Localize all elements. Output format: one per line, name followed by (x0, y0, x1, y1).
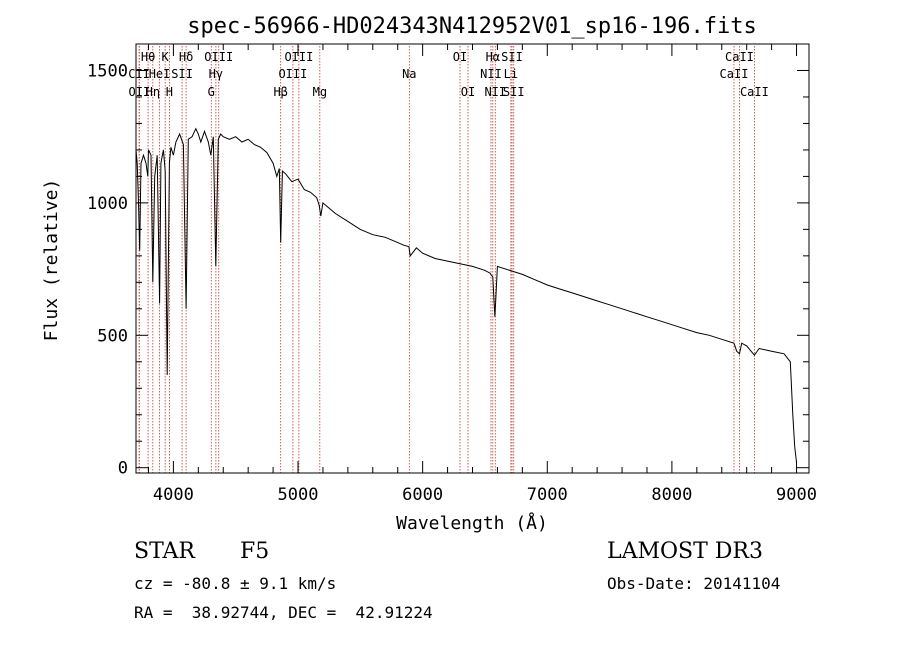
spectrum-line (135, 127, 797, 463)
line-label-na: Na (402, 67, 416, 81)
x-tick-label: 9000 (776, 485, 817, 505)
y-tick-label: 1500 (87, 61, 128, 81)
object-class: STAR (134, 539, 195, 564)
line-label-h: H (166, 85, 173, 99)
coordinates: RA = 38.92744, DEC = 42.91224 (134, 603, 433, 622)
emission-line-labels: OII Hθ Hη CII K HeI H SII Hδ OIII Hγ G Hβ OIII OIII Mg N… (128, 50, 769, 99)
line-label-nii: NII (484, 85, 506, 99)
line-label-hδ: Hδ (179, 50, 193, 64)
line-label-hη: Hη (146, 85, 160, 99)
survey-name: LAMOST DR3 (607, 539, 763, 564)
y-axis-label: Flux (relative) (41, 179, 62, 342)
x-axis-label: Wavelength (Å) (396, 512, 548, 534)
y-tick-label: 500 (97, 326, 128, 346)
line-label-oiii: OIII (204, 50, 233, 64)
x-tick-label: 4000 (153, 485, 194, 505)
line-label-oi: OI (453, 50, 467, 64)
x-tick-label: 8000 (651, 485, 692, 505)
line-label-g: G (208, 85, 215, 99)
redshift-readout: cz = -80.8 ± 9.1 km/s (134, 574, 337, 593)
line-label-hβ: Hβ (273, 85, 287, 99)
line-label-caii: CaII (725, 50, 754, 64)
obs-date: Obs-Date: 20141104 (607, 574, 781, 593)
emission-line-markers (138, 46, 755, 473)
line-label-sii: SII (503, 85, 525, 99)
line-label-hθ: Hθ (141, 50, 155, 64)
line-label-k: K (162, 50, 170, 64)
line-label-hei: HeI (149, 67, 171, 81)
plot-frame (135, 43, 810, 474)
x-tick-label: 5000 (278, 485, 319, 505)
line-label-hγ: Hγ (209, 67, 223, 81)
line-label-mg: Mg (313, 85, 327, 99)
x-tick-label: 7000 (527, 485, 568, 505)
line-label-caii: CaII (720, 67, 749, 81)
x-tick-label: 6000 (402, 485, 443, 505)
line-label-oii: OII (129, 85, 151, 99)
y-tick-label: 1000 (87, 194, 128, 214)
line-label-li: Li (504, 67, 518, 81)
line-label-oiii: OIII (278, 67, 307, 81)
line-label-cii: CII (128, 67, 150, 81)
chart-title: spec-56966-HD024343N412952V01_sp16-196.f… (187, 14, 757, 39)
line-label-oiii: OIII (284, 50, 313, 64)
line-label-caii: CaII (740, 85, 769, 99)
line-label-sii: SII (501, 50, 523, 64)
line-label-sii: SII (171, 67, 193, 81)
line-label-hα: Hα (486, 50, 500, 64)
line-label-oi: OI (461, 85, 475, 99)
y-tick-label: 0 (118, 459, 128, 479)
axis-ticks: 4000 5000 6000 7000 8000 9000 0 500 1000 1500 (87, 44, 817, 505)
line-label-nii: NII (480, 67, 502, 81)
object-subclass: F5 (240, 539, 270, 564)
